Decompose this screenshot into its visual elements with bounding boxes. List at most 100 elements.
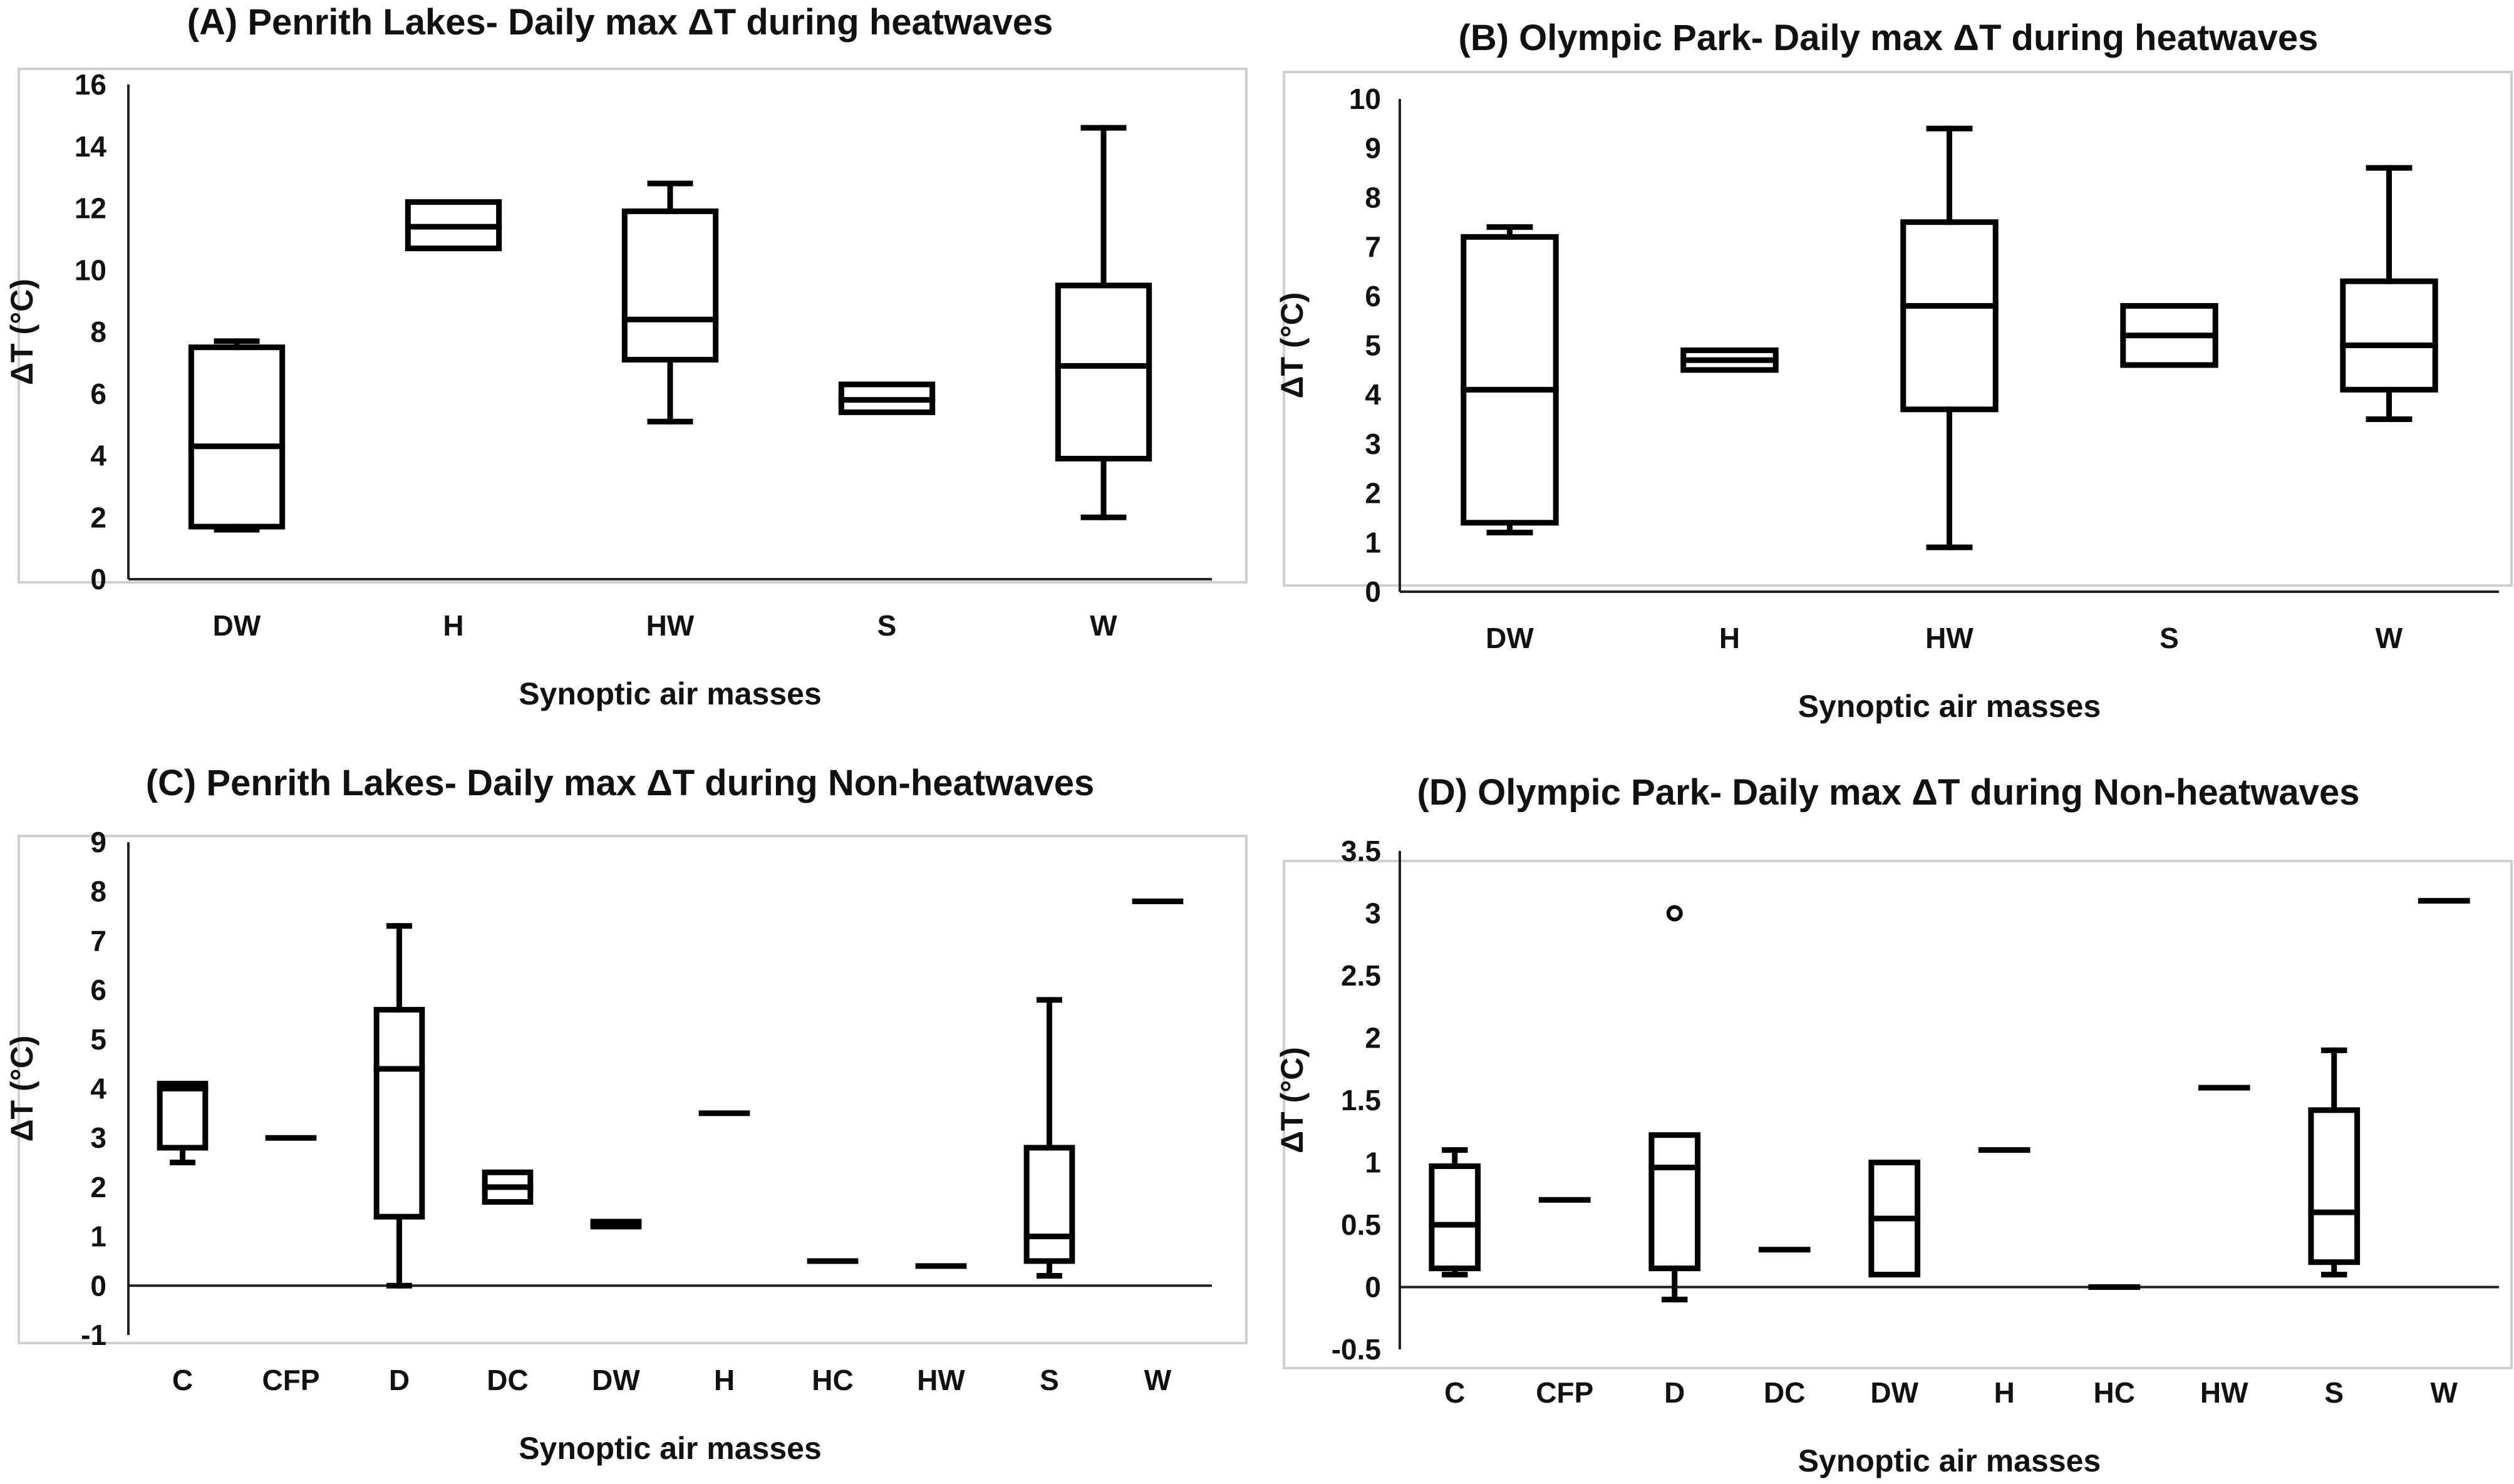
y-tick-label: 8: [1365, 181, 1381, 214]
chart-title: (A) Penrith Lakes- Daily max ΔT during h…: [187, 2, 1053, 43]
y-tick-label: 0: [90, 563, 106, 595]
x-category-label: S: [2324, 1376, 2344, 1409]
box-dw: [188, 338, 286, 533]
chart-panel-a: (A) Penrith Lakes- Daily max ΔT during h…: [4, 2, 1248, 711]
x-category-label: H: [1994, 1376, 2015, 1409]
box-h: [405, 199, 502, 252]
y-tick-label: 2: [90, 1171, 106, 1203]
y-tick-label: 1: [1365, 1146, 1381, 1179]
y-tick-label: 6: [1365, 280, 1381, 312]
y-tick-label: 1: [90, 1220, 106, 1253]
box-hw: [621, 180, 719, 425]
x-category-label: H: [714, 1364, 735, 1396]
box-iqr: [188, 344, 286, 530]
y-tick-label: 3.5: [1341, 835, 1381, 867]
box-iqr: [1900, 219, 1999, 413]
y-tick-label: 0: [1365, 1271, 1381, 1304]
chart-title: (C) Penrith Lakes- Daily max ΔT during N…: [146, 763, 1095, 803]
y-tick-label: 3: [90, 1121, 106, 1154]
y-tick-label: 7: [1365, 230, 1381, 263]
box-iqr: [1023, 1145, 1075, 1264]
box-iqr: [1055, 282, 1152, 461]
box-iqr: [1429, 1163, 1481, 1272]
y-tick-label: 0.5: [1341, 1208, 1381, 1241]
y-tick-label: 9: [90, 826, 106, 858]
chart-panel-c: (C) Penrith Lakes- Daily max ΔT during N…: [4, 763, 1248, 1466]
x-category-label: C: [1444, 1376, 1465, 1409]
box-w: [2340, 165, 2438, 423]
y-tick-label: 2: [1365, 1022, 1381, 1054]
y-tick-label: 4: [90, 1073, 106, 1105]
x-category-label: HW: [917, 1364, 965, 1396]
chart-frame: [18, 835, 1248, 1344]
y-tick-label: 1: [1365, 526, 1381, 559]
box-c: [157, 1081, 209, 1166]
y-tick-label: 4: [1365, 378, 1381, 411]
x-category-label: HW: [2200, 1376, 2248, 1409]
box-iqr: [157, 1081, 209, 1151]
y-tick-label: -0.5: [1332, 1333, 1381, 1366]
chart-panel-d: (D) Olympic Park- Daily max ΔT during No…: [1275, 772, 2513, 1478]
box-c: [1429, 1147, 1481, 1278]
y-axis-title: ΔT (°C): [1275, 1047, 1310, 1153]
box-iqr: [1648, 1132, 1701, 1272]
x-category-label: DW: [1870, 1376, 1918, 1409]
y-tick-label: 4: [90, 440, 106, 472]
x-axis-title: Synoptic air masses: [1798, 689, 2101, 724]
box-s: [838, 381, 936, 415]
x-category-label: CFP: [1536, 1376, 1593, 1409]
y-tick-label: 5: [90, 1023, 106, 1056]
x-category-label: H: [443, 609, 463, 642]
y-tick-label: 6: [90, 378, 106, 410]
box-s: [1023, 997, 1075, 1279]
y-tick-label: 1.5: [1341, 1084, 1381, 1116]
chart-title: (B) Olympic Park- Daily max ΔT during he…: [1459, 18, 2319, 58]
x-category-label: DW: [1486, 622, 1534, 654]
box-h: [1680, 347, 1779, 373]
box-s: [2120, 303, 2218, 368]
chart-frame: [1283, 860, 2513, 1369]
y-tick-label: 3: [1365, 428, 1381, 460]
y-tick-label: 9: [1365, 132, 1381, 165]
y-tick-label: 8: [90, 875, 106, 908]
box-iqr: [621, 208, 719, 363]
x-category-label: DW: [213, 609, 261, 642]
y-axis-title: ΔT (°C): [4, 279, 39, 385]
y-tick-label: 2.5: [1341, 959, 1381, 992]
x-category-label: S: [1040, 1364, 1059, 1396]
y-tick-label: 2: [1365, 477, 1381, 510]
box-iqr: [1461, 234, 1559, 526]
x-category-label: DW: [592, 1364, 640, 1396]
y-tick-label: 16: [75, 68, 106, 101]
x-category-label: HW: [646, 609, 695, 642]
chart-frame: [1283, 71, 2513, 587]
y-tick-label: 8: [90, 316, 106, 348]
y-tick-label: 10: [75, 254, 106, 286]
x-category-label: HW: [1925, 622, 1973, 654]
box-s: [2308, 1047, 2361, 1278]
y-tick-label: 5: [1365, 329, 1381, 362]
box-dw: [1461, 224, 1559, 536]
x-category-label: H: [1719, 622, 1740, 654]
chart-title: (D) Olympic Park- Daily max ΔT during No…: [1417, 772, 2360, 813]
x-category-label: W: [2376, 622, 2403, 654]
x-category-label: D: [389, 1364, 410, 1396]
y-tick-label: 10: [1349, 83, 1381, 115]
box-dw: [1868, 1160, 1921, 1278]
x-category-label: HC: [2094, 1376, 2135, 1409]
chart-panel-b: (B) Olympic Park- Daily max ΔT during he…: [1275, 18, 2513, 724]
x-category-label: DC: [1764, 1376, 1805, 1409]
box-dw: [590, 1219, 642, 1230]
x-category-label: W: [1090, 609, 1117, 642]
box-d: [373, 923, 425, 1289]
x-category-label: CFP: [262, 1364, 320, 1396]
box-iqr: [2308, 1107, 2361, 1265]
y-tick-label: 14: [75, 130, 107, 163]
box-iqr: [2340, 278, 2438, 393]
y-axis-title: ΔT (°C): [4, 1036, 39, 1142]
box-d: [1648, 1132, 1701, 1302]
x-category-label: D: [1664, 1376, 1685, 1409]
y-tick-label: 3: [1365, 897, 1381, 930]
x-category-label: HC: [812, 1364, 853, 1396]
